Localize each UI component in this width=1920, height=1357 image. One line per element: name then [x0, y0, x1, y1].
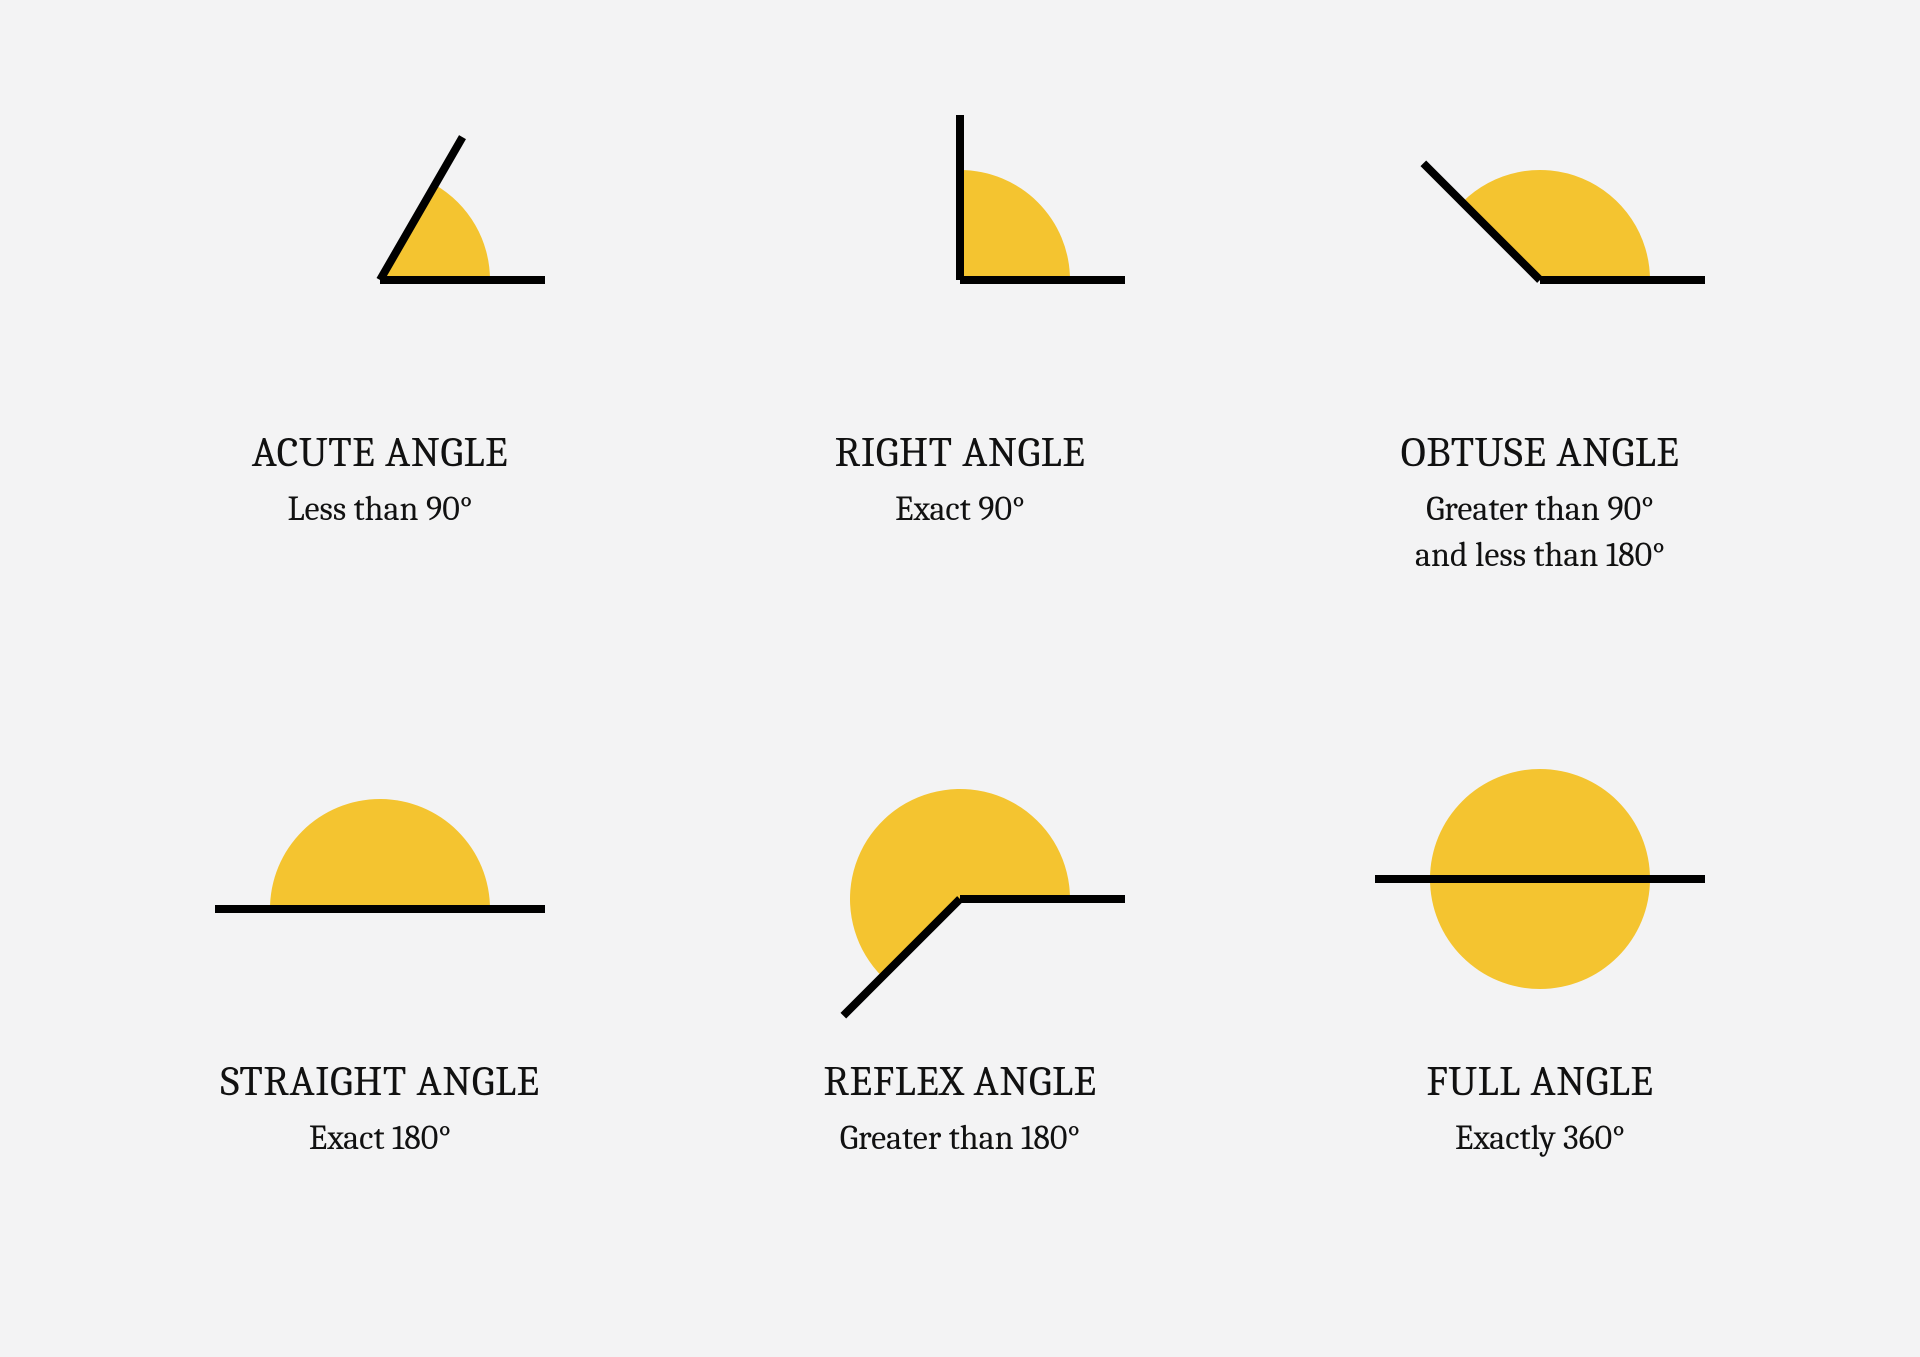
angle-obtuse-icon [1310, 100, 1770, 400]
figure-obtuse [1310, 100, 1770, 400]
cell-full: FULL ANGLE Exactly 360° [1280, 729, 1800, 1278]
figure-reflex [730, 729, 1190, 1029]
desc-acute: Less than 90° [287, 487, 472, 533]
angle-reflex-icon [730, 729, 1190, 1029]
figure-right [730, 100, 1190, 400]
desc-right: Exact 90° [895, 487, 1025, 533]
figure-acute [150, 100, 610, 400]
title-reflex: REFLEX ANGLE [823, 1057, 1096, 1106]
angle-acute-icon [150, 100, 610, 400]
desc-full: Exactly 360° [1455, 1116, 1625, 1162]
desc-obtuse: Greater than 90° and less than 180° [1415, 487, 1665, 579]
title-obtuse: OBTUSE ANGLE [1401, 428, 1680, 477]
title-full: FULL ANGLE [1426, 1057, 1653, 1106]
angle-right-icon [730, 100, 1190, 400]
figure-full [1310, 729, 1770, 1029]
angle-full-icon [1310, 729, 1770, 1029]
title-straight: STRAIGHT ANGLE [220, 1057, 539, 1106]
title-acute: ACUTE ANGLE [252, 428, 508, 477]
title-right: RIGHT ANGLE [835, 428, 1086, 477]
cell-straight: STRAIGHT ANGLE Exact 180° [120, 729, 640, 1278]
cell-reflex: REFLEX ANGLE Greater than 180° [700, 729, 1220, 1278]
cell-acute: ACUTE ANGLE Less than 90° [120, 100, 640, 649]
desc-straight: Exact 180° [309, 1116, 451, 1162]
angle-straight-icon [150, 729, 610, 1029]
figure-straight [150, 729, 610, 1029]
cell-right: RIGHT ANGLE Exact 90° [700, 100, 1220, 649]
cell-obtuse: OBTUSE ANGLE Greater than 90° and less t… [1280, 100, 1800, 649]
angles-grid: ACUTE ANGLE Less than 90° RIGHT ANGLE Ex… [0, 0, 1920, 1357]
desc-reflex: Greater than 180° [840, 1116, 1080, 1162]
